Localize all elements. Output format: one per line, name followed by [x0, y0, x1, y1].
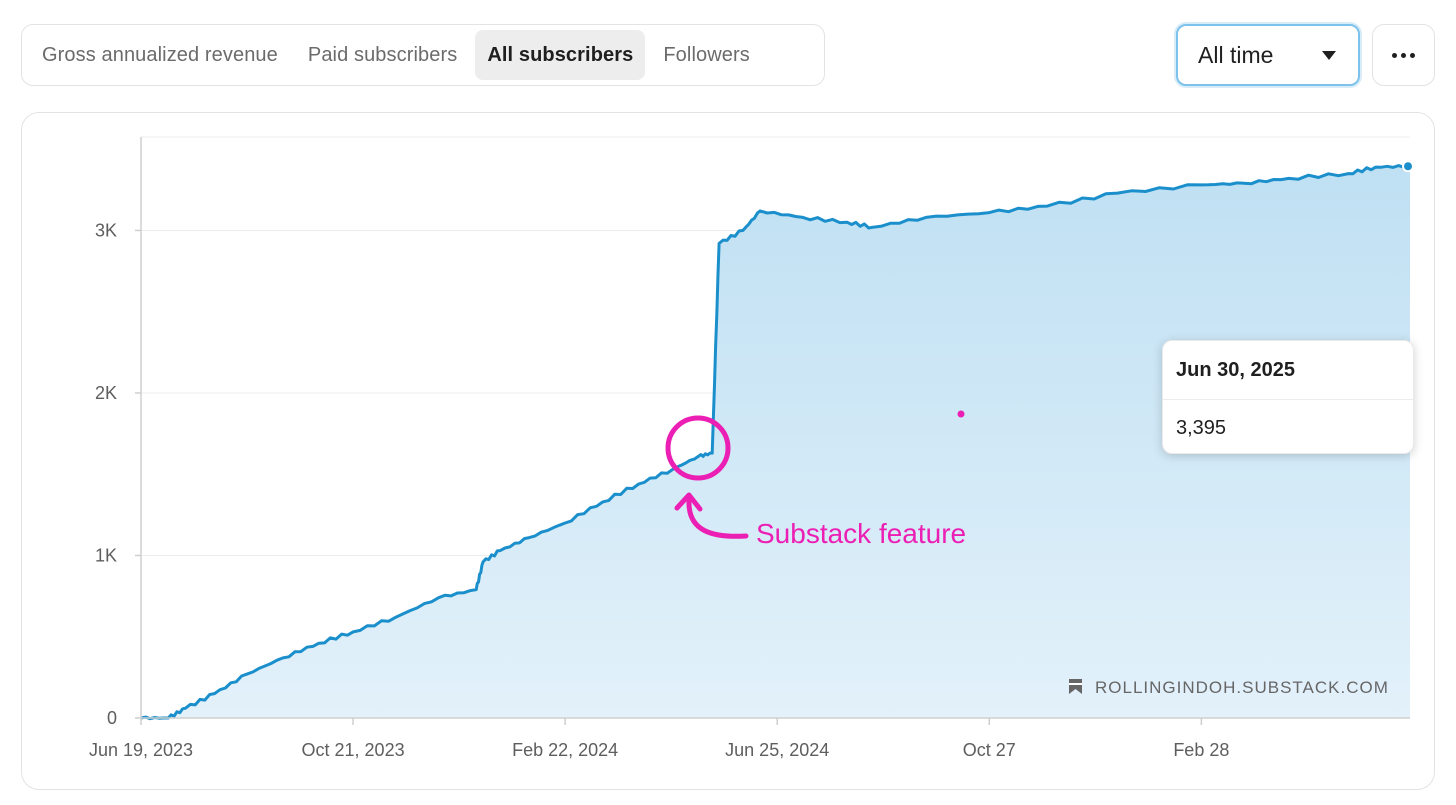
bookmark-stripe	[1069, 683, 1082, 685]
time-range-select[interactable]: All time	[1176, 24, 1360, 86]
more-dot	[1410, 52, 1415, 58]
tab-all-subscribers[interactable]: All subscribers	[475, 30, 646, 80]
tab-paid-subscribers[interactable]: Paid subscribers	[307, 43, 458, 66]
more-dots-icon	[1392, 52, 1397, 58]
area-fill	[141, 165, 1410, 719]
annotation-dot	[957, 410, 965, 418]
x-tick-label: Oct 27	[963, 740, 1016, 760]
annotation-arrowhead	[674, 492, 703, 512]
watermark: ROLLINGINDOH.SUBSTACK.COM	[1069, 678, 1389, 697]
annotation-label: Substack feature	[756, 518, 966, 549]
caret-down-icon	[1322, 50, 1336, 60]
x-tick-label: Jun 19, 2023	[89, 740, 193, 760]
y-tick-label: 2K	[95, 383, 117, 403]
chart-card: 0 1K 2K 3K Jun 19, 2023 Oct 21, 2023 Feb 22, …	[21, 112, 1435, 790]
x-tick-label: Jun 25, 2024	[725, 740, 829, 760]
annotation-arrow	[686, 498, 749, 539]
x-tick-label: Oct 21, 2023	[302, 740, 405, 760]
x-tick-label: Feb 22, 2024	[512, 740, 618, 760]
x-tick-label: Feb 28	[1173, 740, 1229, 760]
watermark-text: ROLLINGINDOH.SUBSTACK.COM	[1095, 678, 1389, 697]
subscribers-chart: 0 1K 2K 3K Jun 19, 2023 Oct 21, 2023 Feb 22, …	[89, 136, 1414, 760]
y-tick-label: 1K	[95, 545, 117, 565]
y-tick-label: 3K	[95, 220, 117, 240]
more-options-button[interactable]	[1372, 24, 1435, 86]
annotation: Substack feature	[665, 410, 966, 549]
x-tick-labels: Jun 19, 2023 Oct 21, 2023 Feb 22, 2024 Jun …	[89, 718, 1229, 760]
tab-followers[interactable]: Followers	[663, 43, 750, 66]
metric-tabs: Gross annualized revenue Paid subscriber…	[21, 24, 825, 86]
y-tick-labels: 0 1K 2K 3K	[95, 220, 141, 728]
time-range-value: All time	[1198, 41, 1274, 68]
series-line	[140, 164, 1411, 721]
tooltip-date: Jun 30, 2025	[1163, 341, 1413, 400]
y-tick-label: 0	[107, 708, 117, 728]
tooltip-value: 3,395	[1176, 416, 1227, 439]
highlight-point[interactable]	[1402, 160, 1414, 173]
more-dot	[1401, 52, 1406, 58]
annotation-circle	[665, 415, 731, 481]
hover-tooltip: Jun 30, 2025 3,395	[1162, 340, 1414, 454]
bookmark-icon	[1069, 679, 1082, 694]
tab-gross-annualized-revenue[interactable]: Gross annualized revenue	[42, 43, 278, 66]
